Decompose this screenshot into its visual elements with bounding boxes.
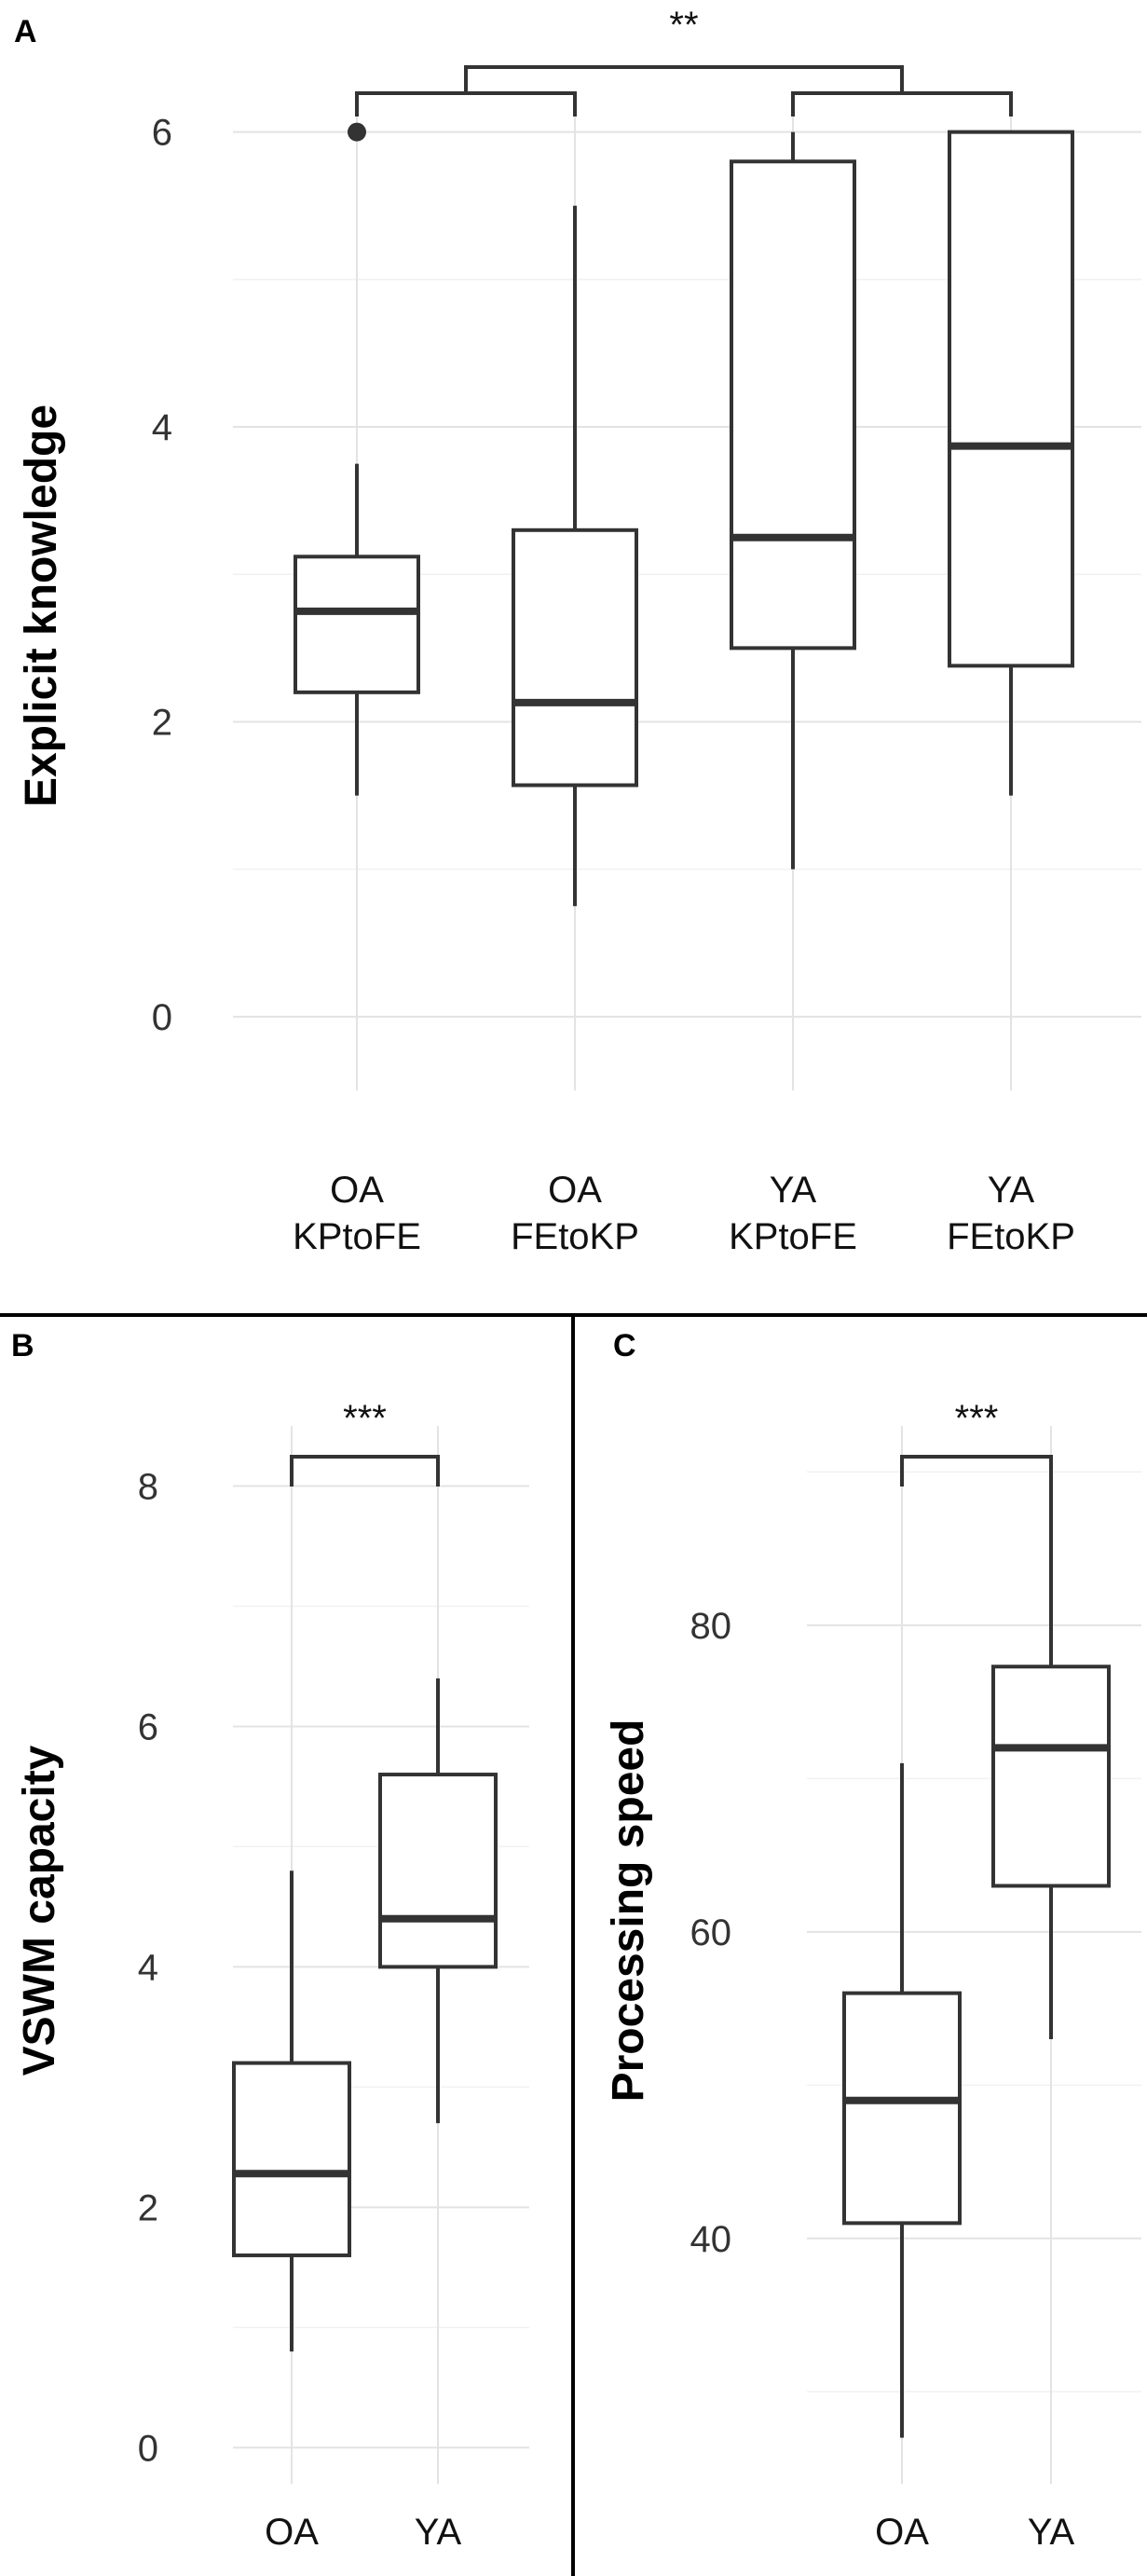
x-category-label: FEtoKP bbox=[947, 1216, 1075, 1257]
x-category-label: OA bbox=[875, 2512, 929, 2553]
significance-bracket bbox=[290, 1455, 440, 1487]
y-tick-label: 0 bbox=[138, 2428, 158, 2469]
box-iqr bbox=[991, 1665, 1111, 1888]
y-tick-label: 4 bbox=[138, 1947, 158, 1988]
panel-label: B bbox=[11, 1328, 34, 1363]
significance-label: *** bbox=[343, 1398, 387, 1439]
significance-bracket-top bbox=[464, 65, 904, 93]
box-iqr bbox=[378, 1773, 498, 1969]
panel-label: C bbox=[613, 1328, 636, 1363]
panel-label: A bbox=[14, 14, 37, 49]
y-tick-label: 2 bbox=[152, 702, 172, 743]
panel-a: A 0 2 4 6 Explicit knowledge OA KPtoFE OA FEtoKP Y… bbox=[14, 5, 1141, 1257]
x-category-label: KPtoFE bbox=[293, 1216, 421, 1257]
box-iqr bbox=[512, 528, 638, 788]
x-category-label: FEtoKP bbox=[511, 1216, 639, 1257]
significance-label: ** bbox=[669, 5, 698, 46]
x-category-label: OA bbox=[265, 2512, 319, 2553]
y-tick-label: 40 bbox=[690, 2219, 732, 2260]
panel-c: C 40 60 80 Processing speed OA YA *** bbox=[604, 1328, 1141, 2553]
significance-bracket bbox=[355, 91, 577, 116]
y-tick-label: 0 bbox=[152, 997, 172, 1038]
outlier-point bbox=[348, 122, 366, 142]
x-category-label: OA bbox=[548, 1170, 602, 1211]
y-axis-title: Explicit knowledge bbox=[17, 404, 66, 807]
panel-b: B 0 2 4 6 8 VSWM capacity OA YA *** bbox=[11, 1328, 529, 2553]
y-tick-label: 6 bbox=[152, 113, 172, 154]
significance-label: *** bbox=[955, 1398, 999, 1439]
significance-bracket bbox=[900, 1455, 1053, 1487]
box-iqr bbox=[730, 159, 856, 651]
y-tick-label: 8 bbox=[138, 1466, 158, 1507]
y-axis-title: VSWM capacity bbox=[15, 1745, 64, 2076]
box-iqr bbox=[948, 130, 1074, 668]
box-iqr bbox=[842, 1991, 962, 2226]
y-tick-label: 6 bbox=[138, 1706, 158, 1747]
significance-bracket bbox=[791, 91, 1013, 116]
y-tick-label: 4 bbox=[152, 407, 172, 448]
y-tick-label: 80 bbox=[690, 1606, 732, 1647]
y-tick-label: 60 bbox=[690, 1912, 732, 1953]
box-iqr bbox=[232, 2061, 351, 2257]
box-iqr bbox=[294, 555, 420, 694]
x-category-label: YA bbox=[988, 1170, 1035, 1211]
x-category-label: YA bbox=[770, 1170, 817, 1211]
x-category-label: KPtoFE bbox=[729, 1216, 857, 1257]
y-tick-label: 2 bbox=[138, 2187, 158, 2228]
x-category-label: YA bbox=[1028, 2512, 1075, 2553]
y-axis-title: Processing speed bbox=[604, 1720, 653, 2103]
x-category-label: YA bbox=[415, 2512, 462, 2553]
x-category-label: OA bbox=[330, 1170, 384, 1211]
